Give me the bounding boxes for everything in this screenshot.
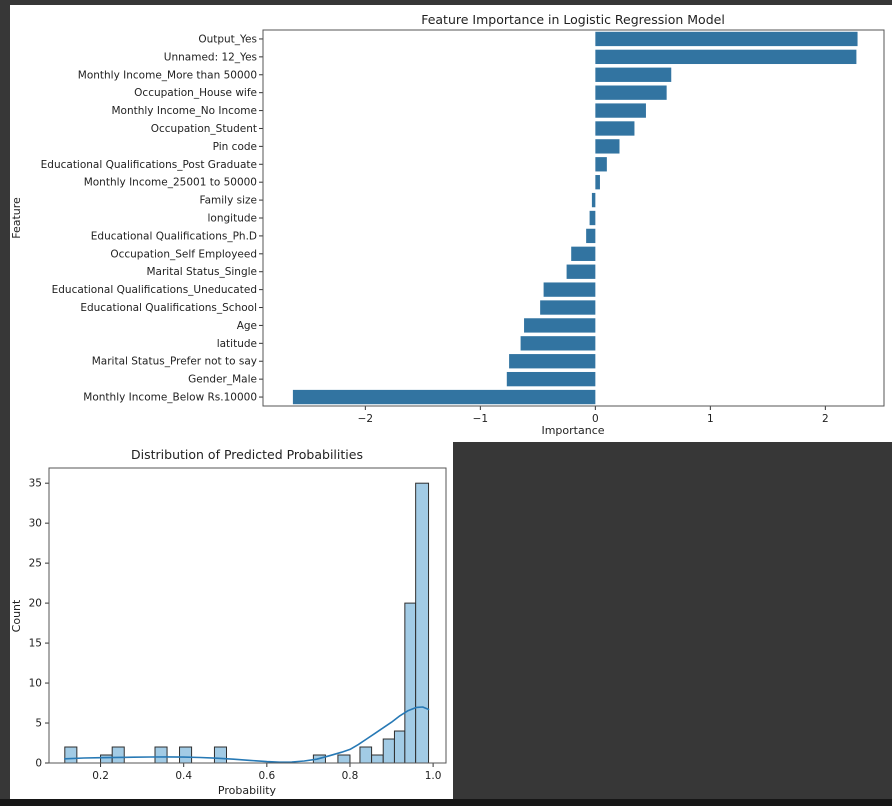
category-label: Monthly Income_Below Rs.10000	[83, 392, 257, 404]
y-tick-label: 35	[29, 478, 42, 490]
x-axis-label: Importance	[541, 424, 604, 437]
x-tick-label: 2	[822, 413, 829, 425]
feature-importance-figure: Feature Importance in Logistic Regressio…	[10, 5, 892, 442]
bottom-border-strip	[0, 799, 892, 806]
plot-frame	[48, 467, 447, 764]
histogram-bar	[415, 482, 430, 764]
importance-bar	[595, 31, 858, 47]
histogram-bar	[64, 746, 78, 764]
importance-bar	[292, 389, 596, 405]
feature-importance-chart: Feature Importance in Logistic Regressio…	[10, 12, 885, 437]
importance-bar	[595, 121, 635, 136]
plot-area: Output_Yes Unnamed: 12_Yes Monthly Income_…	[41, 31, 858, 425]
category-label: Educational Qualifications_Post Graduate	[41, 159, 257, 171]
importance-bar	[589, 210, 596, 226]
kde-curve	[64, 706, 430, 763]
importance-bar	[566, 264, 596, 279]
category-label: longitude	[208, 213, 257, 225]
category-label: Pin code	[213, 141, 257, 153]
category-label: Monthly Income_No Income	[111, 105, 257, 117]
y-tick-label: 10	[29, 678, 42, 690]
histogram-bar	[371, 754, 384, 764]
x-tick-label: 0.8	[342, 770, 359, 782]
histogram-bar	[404, 602, 417, 764]
category-label: Age	[237, 320, 257, 332]
y-tick-label: 15	[29, 638, 42, 650]
x-tick-label: −2	[358, 413, 373, 425]
plot-frame	[262, 29, 885, 407]
x-tick-label: 0.4	[175, 770, 192, 782]
importance-bar	[595, 67, 672, 82]
histogram-bar	[393, 730, 406, 764]
importance-bar	[571, 246, 596, 261]
y-axis-label: Count	[10, 599, 23, 632]
histogram-bar	[100, 754, 113, 764]
importance-bar	[595, 103, 646, 118]
category-label: Monthly Income_25001 to 50000	[84, 177, 257, 189]
category-label: Educational Qualifications_School	[80, 302, 257, 314]
y-tick-label: 5	[35, 718, 42, 730]
category-label: Gender_Male	[188, 374, 257, 386]
importance-bar	[506, 371, 596, 387]
importance-bar	[540, 300, 596, 315]
importance-bar	[595, 85, 667, 100]
y-tick-label: 0	[35, 758, 42, 770]
category-label: Unnamed: 12_Yes	[164, 51, 257, 63]
x-tick-label: 1.0	[425, 770, 442, 782]
category-label: Marital Status_Single	[146, 266, 257, 278]
x-tick-label: 0.2	[92, 770, 109, 782]
chart-title: Feature Importance in Logistic Regressio…	[421, 12, 725, 27]
x-tick-label: 1	[707, 413, 714, 425]
x-tick-label: 0.6	[258, 770, 275, 782]
y-axis-label: Feature	[10, 197, 23, 239]
x-tick-label: 0	[592, 413, 599, 425]
category-label: Occupation_Student	[151, 123, 257, 135]
importance-bar	[591, 192, 596, 208]
chart-title: Distribution of Predicted Probabilities	[131, 447, 363, 462]
importance-bar	[595, 175, 600, 190]
category-label: Occupation_House wife	[134, 87, 257, 99]
importance-bar	[524, 318, 596, 333]
histogram-bar	[382, 738, 395, 764]
probability-histogram-chart: Distribution of Predicted Probabilities …	[10, 447, 447, 797]
category-label: Monthly Income_More than 50000	[78, 69, 257, 81]
category-label: latitude	[217, 338, 257, 350]
category-label: Educational Qualifications_Uneducated	[52, 284, 257, 296]
plot-area: 0.2 0.4 0.6 0.8 1.0 0 5 10 15 20 25 30 35	[29, 478, 442, 782]
histogram-bar	[213, 746, 228, 764]
category-label: Occupation_Self Employeed	[110, 248, 257, 260]
importance-bar	[586, 228, 596, 244]
category-label: Output_Yes	[198, 33, 257, 45]
y-tick-label: 25	[29, 558, 42, 570]
importance-bar	[595, 157, 607, 172]
histogram-bar	[111, 746, 125, 764]
category-label: Educational Qualifications_Ph.D	[91, 230, 257, 242]
y-tick-label: 20	[29, 598, 42, 610]
histogram-bar	[337, 754, 351, 764]
histogram-bar	[154, 746, 168, 764]
x-tick-label: −1	[473, 413, 488, 425]
x-axis-label: Probability	[218, 784, 277, 797]
importance-bar	[595, 139, 620, 154]
category-label: Marital Status_Prefer not to say	[92, 356, 257, 368]
category-label: Family size	[200, 195, 257, 207]
histogram-bar	[359, 746, 373, 764]
y-tick-label: 30	[29, 518, 42, 530]
importance-bar	[509, 354, 596, 369]
importance-bar	[543, 282, 596, 297]
importance-bar	[595, 49, 857, 65]
histogram-bar	[179, 746, 193, 764]
importance-bar	[520, 336, 596, 351]
probability-distribution-figure: Distribution of Predicted Probabilities …	[10, 442, 453, 799]
